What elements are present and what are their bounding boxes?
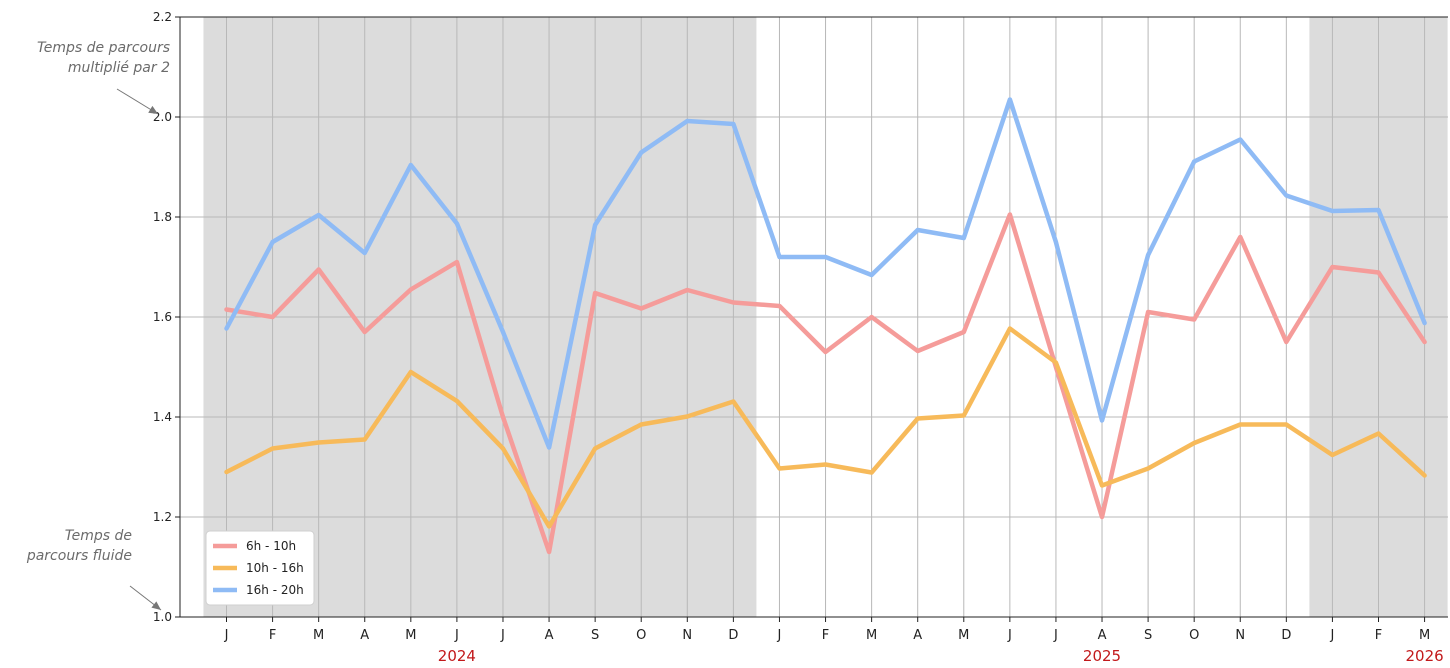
legend-label: 10h - 16h bbox=[246, 561, 304, 575]
x-tick-label: A bbox=[1098, 628, 1107, 643]
x-tick-label: J bbox=[1007, 628, 1012, 643]
x-tick-label: M bbox=[958, 628, 969, 643]
series-line-1 bbox=[224, 326, 1427, 529]
x-tick-label: F bbox=[1375, 628, 1382, 643]
y-tick-label: 1.4 bbox=[153, 410, 172, 424]
year-label: 2024 bbox=[438, 647, 476, 665]
x-tick-label: N bbox=[1235, 628, 1245, 643]
x-tick-label: J bbox=[224, 628, 229, 643]
arrow-head bbox=[151, 601, 161, 610]
x-tick-label: J bbox=[454, 628, 459, 643]
x-tick-label: J bbox=[1329, 628, 1334, 643]
x-tick-label: M bbox=[405, 628, 416, 643]
x-tick-label: O bbox=[636, 628, 646, 643]
legend-box bbox=[205, 530, 315, 606]
year-label: 2026 bbox=[1405, 647, 1443, 665]
y-tick-label: 1.2 bbox=[153, 510, 172, 524]
x-tick-label: F bbox=[269, 628, 276, 643]
legend-label: 6h - 10h bbox=[246, 539, 296, 553]
y-tick-label: 1.8 bbox=[153, 210, 172, 224]
x-tick-label: A bbox=[913, 628, 922, 643]
legend-label: 16h - 20h bbox=[246, 583, 304, 597]
x-tick-label: J bbox=[777, 628, 782, 643]
y-tick-label: 1.6 bbox=[153, 310, 172, 324]
x-tick-label: J bbox=[1053, 628, 1058, 643]
annotation-min: Temps de parcours fluide bbox=[26, 528, 132, 564]
annotation-arrow-min bbox=[129, 585, 162, 611]
x-tick-label: D bbox=[1281, 628, 1291, 643]
series-line-2 bbox=[224, 97, 1427, 450]
annotation-arrow-max bbox=[116, 88, 159, 115]
x-tick-label: J bbox=[500, 628, 505, 643]
x-tick-label: M bbox=[313, 628, 324, 643]
x-tick-label: D bbox=[728, 628, 738, 643]
year-label: 2025 bbox=[1083, 647, 1121, 665]
x-tick-label: N bbox=[682, 628, 692, 643]
x-tick-label: A bbox=[545, 628, 554, 643]
annotation-max: Temps de parcours multiplié par 2 bbox=[36, 40, 170, 76]
series-line-0 bbox=[224, 212, 1427, 555]
x-tick-label: O bbox=[1189, 628, 1199, 643]
x-tick-label: M bbox=[1419, 628, 1430, 643]
y-tick-label: 2.2 bbox=[153, 10, 172, 24]
x-tick-label: A bbox=[360, 628, 369, 643]
y-tick-label: 1.0 bbox=[153, 610, 172, 624]
x-tick-label: S bbox=[1144, 628, 1152, 643]
arrow-head bbox=[148, 105, 158, 114]
legend: 6h - 10h 10h - 16h 16h - 20h bbox=[205, 530, 315, 606]
x-tick-label: M bbox=[866, 628, 877, 643]
x-tick-label: S bbox=[591, 628, 599, 643]
x-tick-label: F bbox=[822, 628, 829, 643]
